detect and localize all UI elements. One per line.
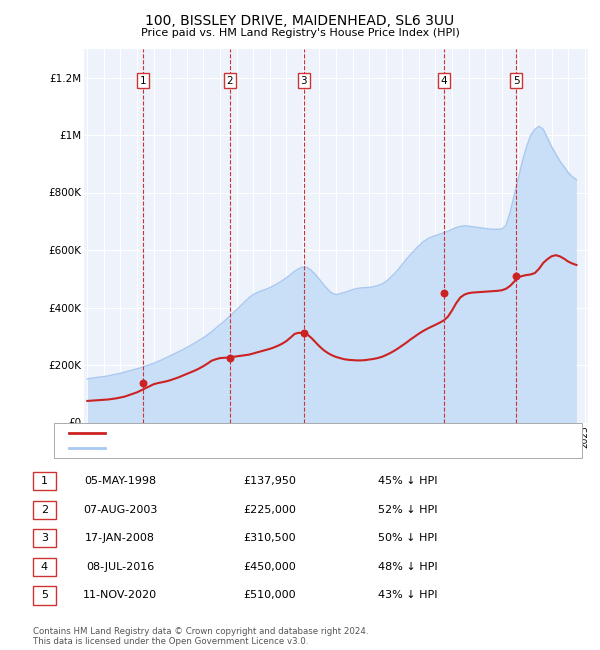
Text: 07-AUG-2003: 07-AUG-2003 [83,504,157,515]
Text: 2: 2 [41,504,48,515]
Text: 100, BISSLEY DRIVE, MAIDENHEAD, SL6 3UU (detached house): 100, BISSLEY DRIVE, MAIDENHEAD, SL6 3UU … [114,428,427,437]
Text: £510,000: £510,000 [244,590,296,601]
Text: 5: 5 [513,75,520,86]
Point [439,288,449,298]
Text: 1: 1 [41,476,48,486]
Text: 1: 1 [140,75,146,86]
Text: 43% ↓ HPI: 43% ↓ HPI [378,590,438,601]
Text: Price paid vs. HM Land Registry's House Price Index (HPI): Price paid vs. HM Land Registry's House … [140,28,460,38]
Text: 08-JUL-2016: 08-JUL-2016 [86,562,154,572]
Text: £450,000: £450,000 [244,562,296,572]
Text: 48% ↓ HPI: 48% ↓ HPI [378,562,438,572]
Text: 4: 4 [441,75,448,86]
Point [511,270,521,281]
Text: 05-MAY-1998: 05-MAY-1998 [84,476,156,486]
Point [138,378,148,388]
Text: £310,500: £310,500 [244,533,296,543]
Text: 3: 3 [41,533,48,543]
Text: HPI: Average price, detached house, Windsor and Maidenhead: HPI: Average price, detached house, Wind… [114,443,425,453]
Point [299,328,308,339]
Text: 11-NOV-2020: 11-NOV-2020 [83,590,157,601]
Text: 5: 5 [41,590,48,601]
Text: 100, BISSLEY DRIVE, MAIDENHEAD, SL6 3UU: 100, BISSLEY DRIVE, MAIDENHEAD, SL6 3UU [145,14,455,29]
Text: This data is licensed under the Open Government Licence v3.0.: This data is licensed under the Open Gov… [33,637,308,646]
Text: 3: 3 [301,75,307,86]
Text: 45% ↓ HPI: 45% ↓ HPI [378,476,438,486]
Text: 52% ↓ HPI: 52% ↓ HPI [378,504,438,515]
Text: Contains HM Land Registry data © Crown copyright and database right 2024.: Contains HM Land Registry data © Crown c… [33,627,368,636]
Text: 4: 4 [41,562,48,572]
Text: 17-JAN-2008: 17-JAN-2008 [85,533,155,543]
Text: £225,000: £225,000 [244,504,296,515]
Text: 2: 2 [227,75,233,86]
Text: 50% ↓ HPI: 50% ↓ HPI [379,533,437,543]
Point [225,352,235,363]
Text: £137,950: £137,950 [244,476,296,486]
